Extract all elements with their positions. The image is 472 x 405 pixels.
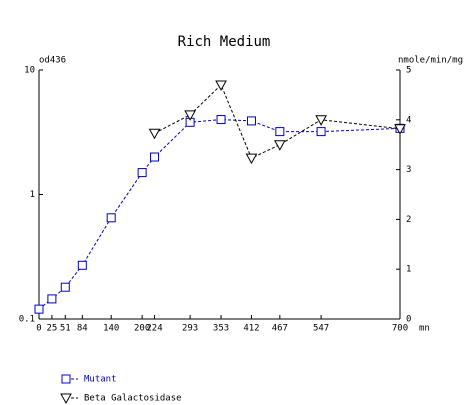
x-axis-label: mn xyxy=(419,324,430,334)
x-tick-label: 224 xyxy=(146,324,162,334)
data-point xyxy=(184,110,196,121)
legend-label: Beta Galactosidase xyxy=(84,394,182,404)
x-tick-label: 25 xyxy=(46,324,57,334)
x-tick-label: 412 xyxy=(243,324,259,334)
data-point xyxy=(273,140,286,151)
y-tick-label: 0.1 xyxy=(19,315,35,325)
y2-tick-label: 3 xyxy=(406,165,411,175)
legend-marker xyxy=(60,393,72,405)
data-point xyxy=(215,80,227,91)
data-point xyxy=(316,127,326,137)
y2-tick-label: 4 xyxy=(406,115,411,125)
legend-marker xyxy=(61,374,71,384)
x-tick-label: 547 xyxy=(313,324,329,334)
x-tick-label: 700 xyxy=(392,324,408,334)
data-point xyxy=(34,304,44,314)
data-point xyxy=(77,260,87,270)
data-point xyxy=(148,128,161,140)
data-point xyxy=(216,115,226,125)
chart-title: Rich Medium xyxy=(178,34,271,50)
x-tick-label: 0 xyxy=(36,324,41,334)
x-tick-label: 353 xyxy=(213,324,229,334)
x-tick-label: 84 xyxy=(77,324,88,334)
data-point xyxy=(394,124,406,135)
y2-tick-label: 0 xyxy=(406,315,411,325)
x-tick-label: 293 xyxy=(182,324,198,334)
y2-tick-label: 1 xyxy=(406,265,411,275)
data-point xyxy=(106,213,116,223)
data-point xyxy=(137,168,147,178)
x-tick-label: 467 xyxy=(272,324,288,334)
y2-tick-label: 2 xyxy=(406,215,411,225)
data-point xyxy=(47,294,57,304)
data-point xyxy=(275,127,285,137)
data-point xyxy=(315,115,327,126)
x-tick-label: 51 xyxy=(60,324,71,334)
x-tick-label: 140 xyxy=(103,324,119,334)
y-axis-label: od436 xyxy=(39,56,66,66)
legend-label: Mutant xyxy=(84,375,117,385)
data-point xyxy=(246,116,256,126)
data-point xyxy=(150,152,160,162)
y-tick-label: 10 xyxy=(24,66,35,76)
x-tick-label: 200 xyxy=(134,324,150,334)
y-tick-label: 1 xyxy=(30,190,35,200)
data-point xyxy=(60,282,70,292)
series-line xyxy=(38,119,401,310)
y2-tick-label: 5 xyxy=(406,66,411,76)
y2-axis-label: nmole/min/mg xyxy=(398,56,463,66)
data-point xyxy=(245,153,258,165)
